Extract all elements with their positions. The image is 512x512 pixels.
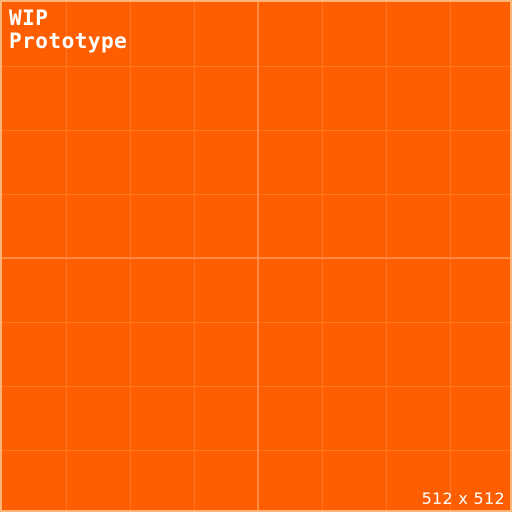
page-title: WIP Prototype bbox=[9, 7, 127, 53]
title-line-wip: WIP bbox=[9, 6, 49, 30]
title-line-prototype: Prototype bbox=[9, 29, 128, 53]
dimensions-label: 512 x 512 bbox=[421, 489, 505, 508]
